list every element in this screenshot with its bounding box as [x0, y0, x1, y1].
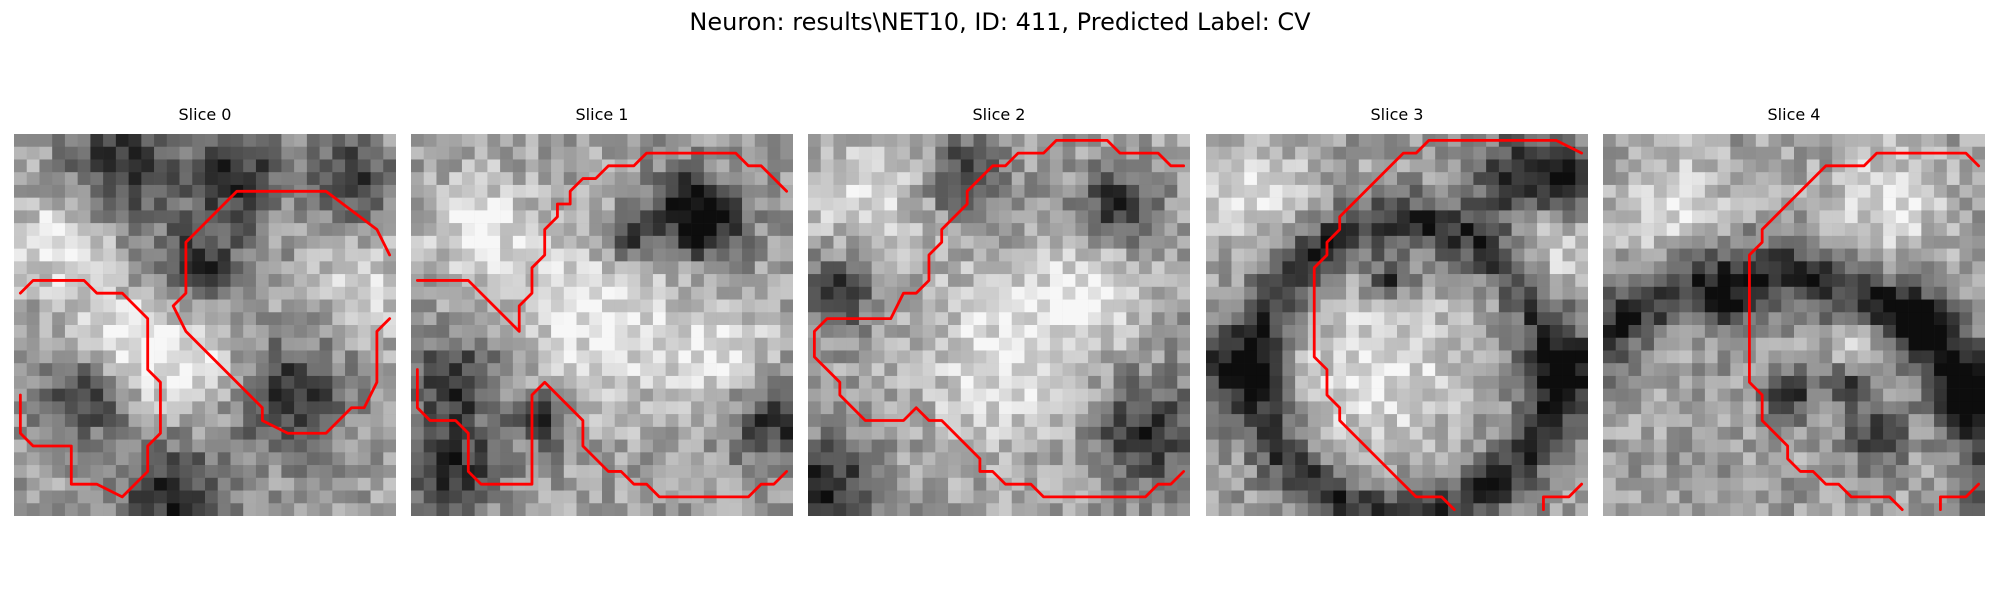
- contour-line-1: [171, 189, 392, 435]
- pixel-grid: [1603, 134, 1985, 516]
- slice-panel-0: Slice 0: [14, 105, 396, 523]
- pixel-grid: [411, 134, 793, 516]
- pixel-grid: [14, 134, 396, 516]
- pixel-grid: [808, 134, 1190, 516]
- slice-title-3: Slice 3: [1370, 105, 1424, 124]
- slice-image-3: [1206, 134, 1588, 516]
- contour-line-0: [1748, 151, 1981, 512]
- contour-line-1: [1542, 482, 1584, 512]
- slice-image-1: [411, 134, 793, 516]
- slice-panel-2: Slice 2: [808, 105, 1190, 523]
- slice-image-0: [14, 134, 396, 516]
- contour-line-0: [18, 279, 162, 499]
- pixel-grid: [1206, 134, 1588, 516]
- contour-line-0: [415, 151, 789, 333]
- slice-image-4: [1603, 134, 1985, 516]
- slice-title-1: Slice 1: [575, 105, 629, 124]
- slice-image-2: [808, 134, 1190, 516]
- contour-line-1: [415, 368, 789, 499]
- slice-panel-4: Slice 4: [1603, 105, 1985, 523]
- contour-line-0: [812, 138, 1186, 499]
- slice-title-0: Slice 0: [178, 105, 232, 124]
- contour-line-1: [1939, 482, 1981, 512]
- slice-title-4: Slice 4: [1767, 105, 1821, 124]
- contour-line-0: [1312, 138, 1584, 512]
- figure-title: Neuron: results\NET10, ID: 411, Predicte…: [689, 8, 1311, 36]
- slice-title-2: Slice 2: [972, 105, 1026, 124]
- slice-panel-1: Slice 1: [411, 105, 793, 523]
- slice-panel-3: Slice 3: [1206, 105, 1588, 523]
